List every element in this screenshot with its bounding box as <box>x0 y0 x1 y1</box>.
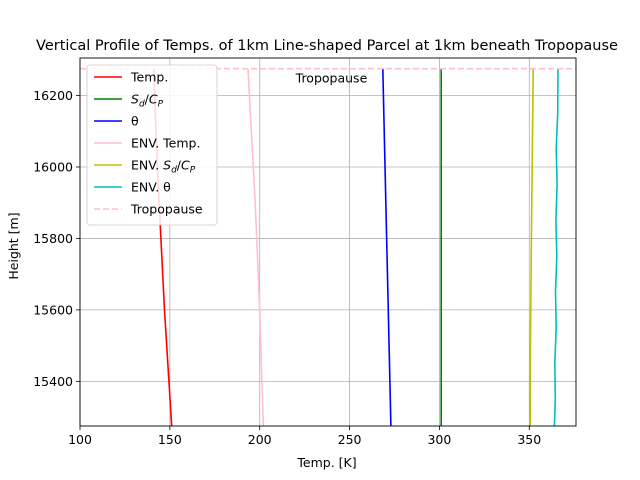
y-tick-label: 15800 <box>33 231 73 246</box>
series-line-env_temp <box>247 68 265 427</box>
legend-label-sd_cp: Sd/CP <box>131 92 164 110</box>
x-tick-label: 300 <box>427 432 451 447</box>
x-axis-ticks: 100 150 200 250 300 350 <box>68 426 541 447</box>
series-line-env_theta <box>553 68 559 427</box>
plot-frame <box>79 57 577 427</box>
y-tick-label: 16200 <box>33 88 73 103</box>
x-axis-label: Temp. [K] <box>296 455 356 470</box>
y-tick-label: 15400 <box>33 374 73 389</box>
x-tick-label: 250 <box>338 432 362 447</box>
x-tick-label: 350 <box>517 432 541 447</box>
series-line-theta <box>382 68 392 427</box>
y-axis-ticks: 15400 15600 15800 16000 16200 <box>33 88 80 389</box>
x-tick-label: 200 <box>248 432 272 447</box>
legend: Temp. Sd/CP θ ENV. Temp. ENV. Sd/CP ENV. θ Tro… <box>86 64 218 226</box>
legend-label-env_theta: ENV. θ <box>131 180 171 195</box>
series-line-env_sd_cp <box>529 68 534 427</box>
legend-label-tropopause: Tropopause <box>130 202 203 217</box>
legend-label-env_temp: ENV. Temp. <box>131 136 200 151</box>
legend-box <box>86 64 218 226</box>
y-tick-label: 15600 <box>33 302 73 317</box>
legend-label-temp: Temp. <box>130 70 168 85</box>
legend-label-theta: θ <box>131 114 139 129</box>
x-tick-label: 150 <box>158 432 182 447</box>
legend-label-env_sd_cp: ENV. Sd/CP <box>131 158 196 176</box>
x-tick-label: 100 <box>68 432 92 447</box>
y-axis-label: Height [m] <box>6 212 21 279</box>
chart-title: Vertical Profile of Temps. of 1km Line-s… <box>36 38 618 54</box>
series-lines <box>80 67 576 427</box>
y-tick-label: 16000 <box>33 159 73 174</box>
tropopause-annotation: Tropopause <box>295 71 368 86</box>
